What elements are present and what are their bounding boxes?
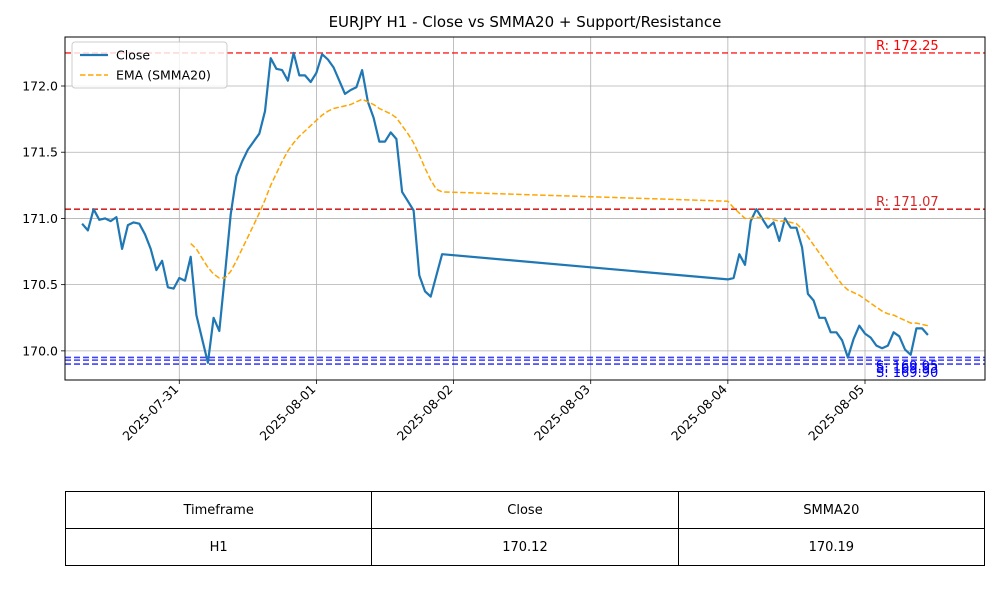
y-tick-label: 171.5	[22, 145, 58, 160]
x-tick-label: 2025-08-05	[805, 382, 867, 444]
table-header-close: Close	[371, 491, 679, 529]
summary-table: Timeframe Close SMMA20 H1 170.12 170.19	[64, 491, 986, 566]
x-tick-label: 2025-08-04	[668, 381, 730, 443]
close-price-line	[81, 51, 929, 364]
y-tick-label: 170.5	[22, 277, 58, 292]
level-labels: R: 172.25 R: 171.07 S: 169.95S: 169.93S: 1…	[876, 39, 939, 381]
chart-title: EURJPY H1 - Close vs SMMA20 + Support/Re…	[329, 13, 722, 31]
y-tick-label: 172.0	[22, 79, 58, 94]
legend-label: Close	[116, 48, 150, 63]
table-header-smma20: SMMA20	[677, 491, 986, 529]
support-label: S: 169.95	[876, 359, 938, 374]
legend-box	[71, 41, 228, 89]
x-tick-label: 2025-08-01	[257, 382, 319, 444]
support-label: S: 169.90	[876, 366, 938, 381]
plot-area-frame	[64, 36, 986, 381]
summary-data-row: H1 170.12 170.19	[64, 528, 986, 566]
table-header-timeframe: Timeframe	[64, 491, 373, 529]
x-tick-label: 2025-07-31	[119, 382, 181, 444]
smma20-line	[190, 98, 929, 327]
summary-header-row: Timeframe Close SMMA20	[64, 491, 986, 529]
chart-legend: Close EMA (SMMA20)	[71, 41, 228, 89]
table-cell-timeframe: H1	[64, 528, 373, 566]
y-tick-label: 170.0	[22, 343, 58, 358]
legend-label: EMA (SMMA20)	[116, 68, 211, 83]
resistance-label: R: 172.25	[876, 39, 939, 54]
y-tick-label: 171.0	[22, 211, 58, 226]
table-cell-smma20: 170.19	[677, 528, 986, 566]
x-tick-label: 2025-08-03	[531, 382, 593, 444]
resistance-label: R: 171.07	[876, 195, 939, 210]
support-label: S: 169.93	[876, 362, 938, 377]
support-resistance-levels	[65, 52, 985, 365]
price-series	[81, 51, 929, 364]
x-tick-label: 2025-08-02	[394, 382, 456, 444]
table-cell-close: 170.12	[371, 528, 679, 566]
axis-ticks: 170.0 170.5 171.0 171.5 172.0 2025-07-31 2025-…	[22, 79, 867, 444]
